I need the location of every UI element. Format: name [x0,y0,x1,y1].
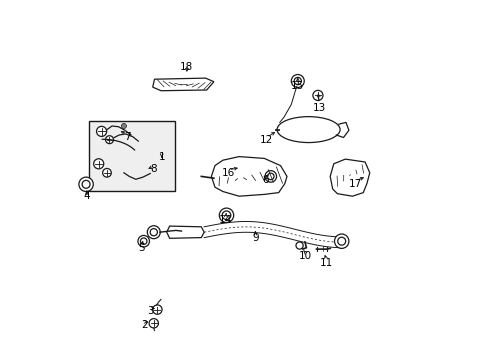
Circle shape [94,159,103,169]
Text: 5: 5 [138,243,145,253]
Text: 4: 4 [83,191,90,201]
FancyBboxPatch shape [89,121,175,191]
Text: 13: 13 [312,103,325,113]
Circle shape [147,226,160,239]
Text: 2: 2 [141,320,147,330]
Circle shape [105,136,113,144]
Circle shape [140,238,146,244]
Circle shape [152,305,162,314]
Text: 8: 8 [150,164,157,174]
Circle shape [149,319,158,328]
Circle shape [295,242,303,249]
Polygon shape [211,157,286,196]
Circle shape [82,180,90,188]
Circle shape [121,123,126,129]
Text: 15: 15 [290,81,304,91]
Circle shape [222,211,230,220]
Circle shape [138,235,149,247]
Polygon shape [166,226,204,238]
Ellipse shape [277,117,339,143]
Polygon shape [329,159,369,196]
Text: 18: 18 [180,62,193,72]
Circle shape [294,77,301,85]
Text: 6: 6 [262,175,268,185]
Circle shape [79,177,93,192]
Circle shape [267,173,273,180]
Text: 12: 12 [260,135,273,145]
Circle shape [96,126,106,136]
Text: 1: 1 [158,152,164,162]
Text: 9: 9 [251,233,258,243]
Circle shape [337,237,345,245]
Circle shape [312,90,322,100]
Text: 16: 16 [221,168,234,178]
Text: 11: 11 [319,258,332,268]
Circle shape [219,208,233,222]
Circle shape [334,234,348,248]
Circle shape [291,75,304,87]
Text: 17: 17 [348,179,361,189]
Circle shape [102,168,111,177]
Polygon shape [152,78,213,91]
Text: 10: 10 [299,251,312,261]
Circle shape [150,229,157,236]
Text: 3: 3 [146,306,153,316]
Circle shape [264,171,276,182]
Text: 7: 7 [124,132,131,142]
Text: 14: 14 [219,215,232,225]
